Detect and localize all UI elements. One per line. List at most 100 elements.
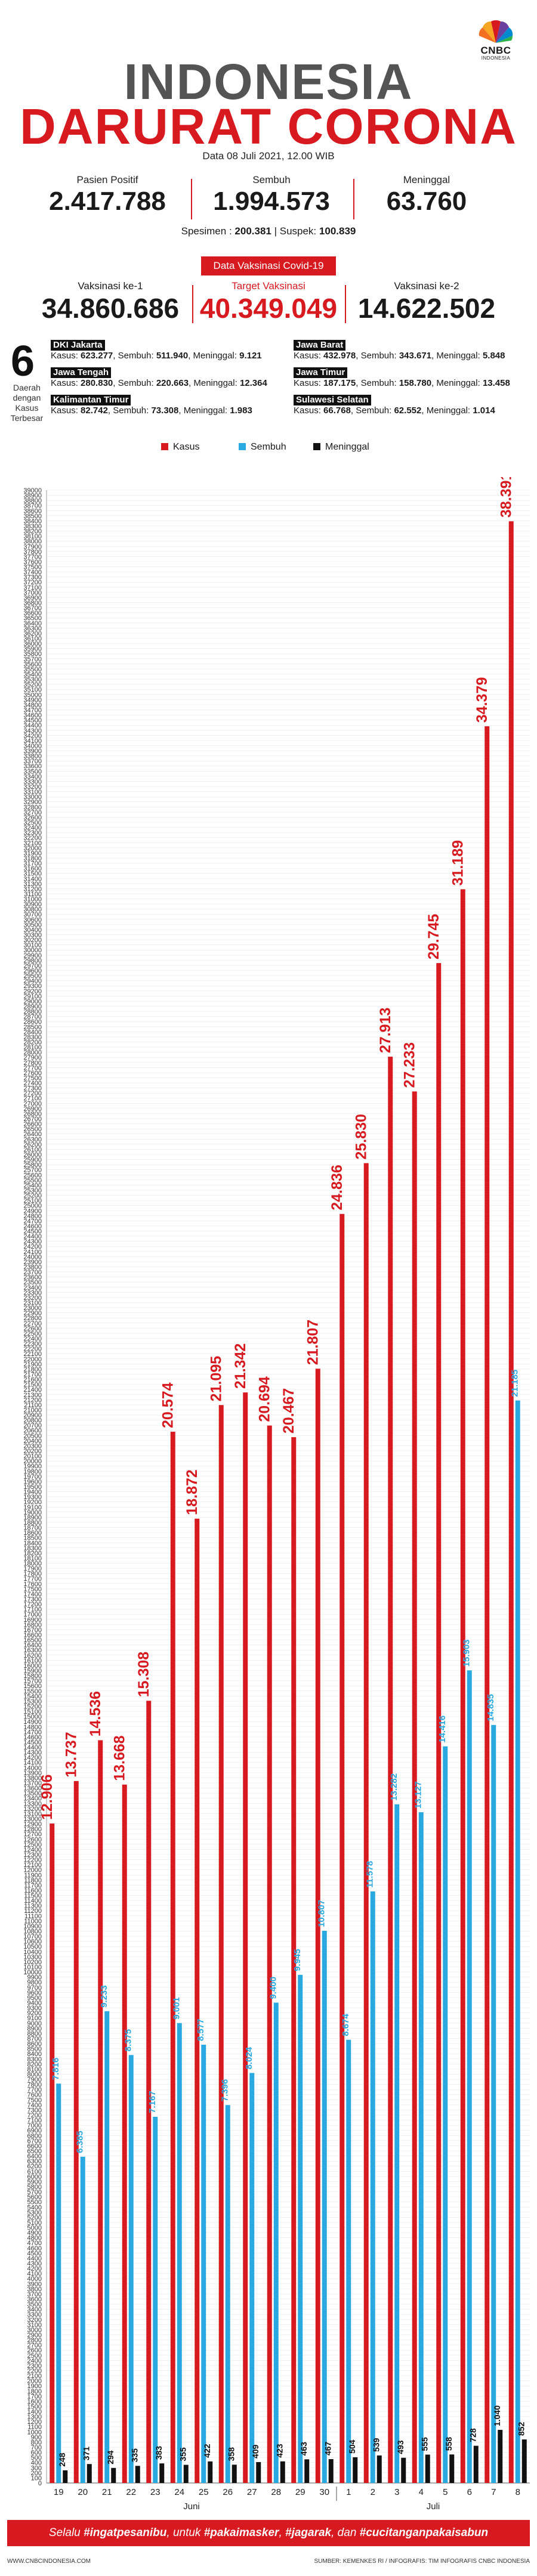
y-tick-label: 8500 — [27, 2046, 42, 2053]
y-tick-label: 26300 — [23, 1136, 42, 1143]
data-label-sembuh: 14.835 — [486, 1694, 496, 1722]
y-tick-label: 33000 — [23, 794, 42, 801]
region-stat-value: 82.742 — [81, 405, 108, 416]
y-tick-label: 23900 — [23, 1259, 42, 1266]
y-tick-label: 16900 — [23, 1617, 42, 1624]
y-tick-label: 11000 — [24, 1918, 42, 1925]
y-tick-label: 25700 — [23, 1167, 42, 1174]
y-tick-label: 28100 — [23, 1044, 42, 1051]
legend-label-meninggal: Meninggal — [325, 442, 369, 452]
bar-sembuh — [467, 1670, 472, 2483]
y-tick-label: 34400 — [23, 722, 42, 729]
bar-sembuh — [128, 2055, 134, 2483]
region-item: Kalimantan Timur Kasus: 82.742, Sembuh: 7… — [51, 395, 252, 416]
y-tick-label: 9200 — [27, 2010, 42, 2017]
bar-meninggal — [208, 2461, 213, 2483]
region-stat-value: 12.364 — [239, 378, 267, 388]
data-label-sembuh: 9.233 — [99, 1985, 109, 2008]
region-stat-label: Kasus: — [51, 378, 81, 388]
y-tick-label: 8000 — [27, 2071, 42, 2078]
y-tick-label: 26000 — [23, 1151, 42, 1159]
y-tick-label: 23400 — [23, 1284, 42, 1292]
y-tick-label: 21500 — [23, 1382, 42, 1389]
y-tick-label: 6800 — [27, 2132, 42, 2140]
y-tick-label: 32000 — [23, 845, 42, 852]
bar-sembuh — [346, 2039, 351, 2483]
bar-kasus — [340, 1213, 345, 2483]
x-tick-label: 7 — [491, 2487, 496, 2497]
y-tick-label: 25300 — [23, 1187, 42, 1194]
footer-text: Selalu — [48, 2527, 84, 2539]
data-label-kasus: 21.342 — [232, 1343, 249, 1389]
vaksin-ke2-label: Vaksinasi ke-2 — [394, 280, 459, 292]
y-tick-label: 7000 — [27, 2122, 42, 2129]
y-tick-label: 5000 — [27, 2225, 42, 2232]
y-tick-label: 700 — [31, 2444, 42, 2451]
y-tick-label: 29200 — [23, 988, 42, 995]
y-tick-label: 18200 — [23, 1550, 42, 1557]
data-label-kasus: 13.737 — [63, 1732, 80, 1777]
y-tick-label: 3100 — [27, 2321, 42, 2329]
region-item: Sulawesi Selatan Kasus: 66.768, Sembuh: 6… — [294, 395, 495, 416]
data-label-sembuh: 14.416 — [437, 1716, 448, 1743]
data-label-kasus: 31.189 — [450, 840, 467, 886]
y-tick-label: 21600 — [23, 1376, 42, 1383]
region-name: Jawa Timur — [294, 367, 348, 378]
y-tick-label: 31100 — [24, 891, 42, 898]
y-tick-label: 7400 — [27, 2102, 42, 2109]
y-tick-label: 9700 — [27, 1984, 42, 1992]
y-tick-label: 9400 — [27, 1999, 42, 2007]
y-tick-label: 8900 — [27, 2025, 42, 2032]
y-tick-label: 37900 — [23, 543, 42, 550]
y-tick-label: 34600 — [23, 712, 42, 719]
y-tick-label: 5100 — [27, 2219, 42, 2227]
y-tick-label: 24200 — [23, 1243, 42, 1250]
y-tick-label: 23300 — [23, 1289, 42, 1296]
y-tick-label: 12100 — [23, 1862, 42, 1869]
data-label-kasus: 21.807 — [305, 1320, 322, 1365]
y-tick-label: 11400 — [24, 1897, 42, 1905]
y-tick-label: 30200 — [23, 937, 42, 944]
x-tick-label: 21 — [102, 2487, 112, 2497]
data-label-kasus: 27.233 — [402, 1042, 418, 1088]
y-tick-label: 12000 — [23, 1867, 42, 1874]
y-tick-label: 22200 — [23, 1346, 42, 1353]
y-tick-label: 27800 — [23, 1060, 42, 1067]
y-tick-label: 19100 — [23, 1504, 42, 1511]
logo-sub: INDONESIA — [481, 55, 511, 61]
divider — [353, 179, 354, 219]
y-tick-label: 36200 — [23, 630, 42, 637]
y-tick-label: 0 — [38, 2480, 42, 2487]
divider — [191, 179, 192, 219]
y-tick-label: 28900 — [23, 1003, 42, 1010]
y-tick-label: 25000 — [23, 1203, 42, 1210]
bar-sembuh — [177, 2023, 182, 2483]
y-tick-label: 11800 — [24, 1877, 42, 1884]
y-tick-label: 27400 — [23, 1080, 42, 1087]
website-link[interactable]: WWW.CNBCINDONESIA.COM — [7, 2558, 91, 2565]
x-tick-label: 28 — [271, 2487, 281, 2497]
y-tick-label: 37100 — [23, 584, 42, 592]
bar-meninggal — [63, 2470, 68, 2483]
y-tick-label: 19200 — [23, 1499, 42, 1506]
y-tick-label: 21000 — [23, 1407, 42, 1414]
y-tick-label: 13000 — [23, 1816, 42, 1823]
y-tick-label: 30800 — [23, 906, 42, 914]
data-label-meninggal: 422 — [202, 2444, 212, 2458]
y-tick-label: 13300 — [23, 1800, 42, 1807]
y-tick-label: 9300 — [27, 2005, 42, 2012]
top-regions: 6 Daerah dengan Kasus Terbesar DKI Jakar… — [6, 340, 531, 429]
separator: | — [274, 225, 280, 237]
x-tick-label: 5 — [443, 2487, 448, 2497]
legend-item-kasus: Kasus — [161, 441, 199, 453]
x-tick-label: 1 — [346, 2487, 351, 2497]
y-tick-label: 31400 — [23, 875, 42, 883]
y-tick-label: 11900 — [24, 1872, 42, 1879]
y-tick-label: 16700 — [23, 1627, 42, 1634]
y-tick-label: 8800 — [27, 2030, 42, 2038]
stat-sembuh: Sembuh 1.994.573 — [206, 174, 337, 217]
data-label-sembuh: 8.375 — [124, 2029, 134, 2052]
y-tick-label: 37700 — [23, 553, 42, 561]
y-tick-label: 30500 — [23, 921, 42, 928]
footer-text: , untuk — [166, 2527, 204, 2539]
